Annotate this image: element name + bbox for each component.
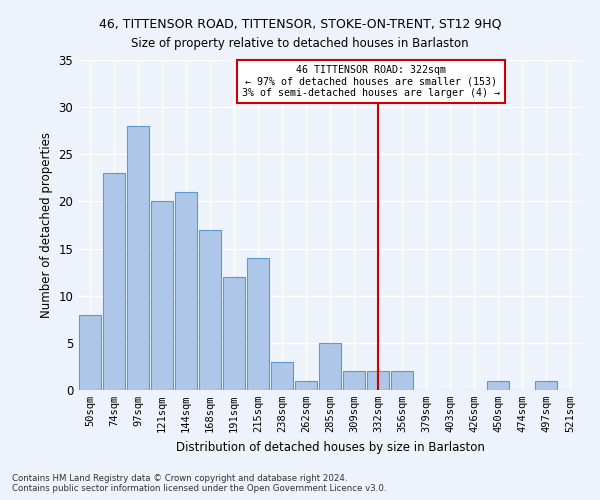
Bar — [151, 202, 173, 390]
Bar — [343, 371, 365, 390]
Bar — [487, 380, 509, 390]
Text: 46 TITTENSOR ROAD: 322sqm
← 97% of detached houses are smaller (153)
3% of semi-: 46 TITTENSOR ROAD: 322sqm ← 97% of detac… — [242, 64, 500, 98]
Bar — [295, 380, 317, 390]
Text: 46, TITTENSOR ROAD, TITTENSOR, STOKE-ON-TRENT, ST12 9HQ: 46, TITTENSOR ROAD, TITTENSOR, STOKE-ON-… — [99, 18, 501, 30]
Text: Size of property relative to detached houses in Barlaston: Size of property relative to detached ho… — [131, 38, 469, 51]
Bar — [103, 173, 125, 390]
Bar — [391, 371, 413, 390]
Bar — [127, 126, 149, 390]
X-axis label: Distribution of detached houses by size in Barlaston: Distribution of detached houses by size … — [176, 440, 484, 454]
Bar — [223, 277, 245, 390]
Bar — [199, 230, 221, 390]
Bar — [247, 258, 269, 390]
Y-axis label: Number of detached properties: Number of detached properties — [40, 132, 53, 318]
Bar — [319, 343, 341, 390]
Bar — [79, 314, 101, 390]
Bar — [367, 371, 389, 390]
Text: Contains public sector information licensed under the Open Government Licence v3: Contains public sector information licen… — [12, 484, 386, 493]
Bar — [271, 362, 293, 390]
Bar — [535, 380, 557, 390]
Bar — [175, 192, 197, 390]
Text: Contains HM Land Registry data © Crown copyright and database right 2024.: Contains HM Land Registry data © Crown c… — [12, 474, 347, 483]
